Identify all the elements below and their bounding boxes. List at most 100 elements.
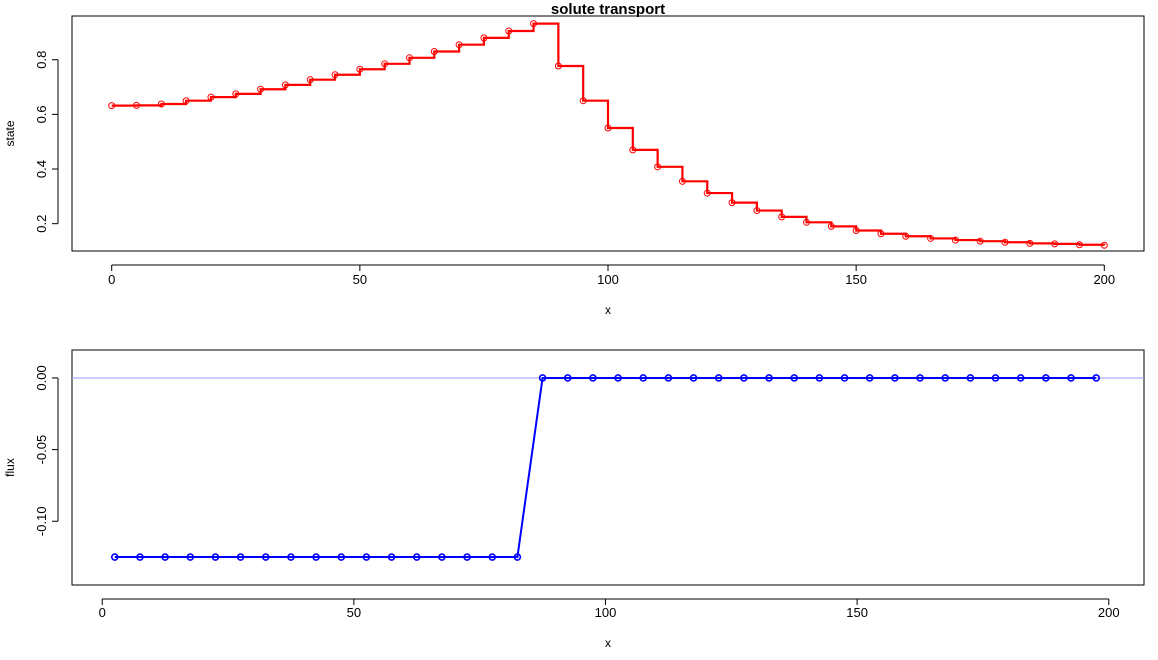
flux-point bbox=[689, 374, 698, 382]
flux-point bbox=[740, 374, 748, 382]
state-point bbox=[629, 146, 637, 154]
state-point bbox=[455, 41, 463, 49]
state-point bbox=[703, 189, 711, 197]
plot-frame bbox=[71, 15, 1145, 252]
state-point bbox=[207, 93, 215, 101]
flux-point bbox=[589, 374, 597, 382]
state-point bbox=[1075, 241, 1083, 249]
state-point bbox=[1001, 238, 1009, 246]
flux-point bbox=[261, 553, 270, 561]
state-point bbox=[778, 213, 786, 221]
x-axis-label: x bbox=[605, 636, 611, 650]
flux-point bbox=[513, 553, 522, 561]
x-tick-label: 50 bbox=[353, 272, 367, 287]
flux-point bbox=[312, 553, 320, 561]
state-point bbox=[257, 85, 265, 93]
flux-point bbox=[438, 553, 446, 561]
state-point bbox=[1026, 239, 1034, 247]
state-point bbox=[331, 71, 339, 79]
y-tick-label: 0.00 bbox=[34, 365, 49, 390]
flux-line bbox=[114, 376, 1097, 559]
flux-point bbox=[790, 374, 799, 382]
flux-point bbox=[563, 374, 572, 382]
state-point bbox=[902, 232, 910, 240]
x-tick-label: 150 bbox=[846, 605, 868, 620]
y-axis-label: state bbox=[3, 120, 17, 146]
flux-point bbox=[1042, 374, 1050, 382]
flux-point bbox=[991, 374, 1000, 382]
x-axis-label: x bbox=[605, 303, 611, 317]
state-point bbox=[232, 90, 240, 98]
state-point bbox=[927, 234, 935, 242]
flux-point bbox=[664, 374, 673, 382]
flux-point bbox=[136, 553, 144, 561]
y-tick-label: 0.4 bbox=[34, 160, 49, 178]
state-point bbox=[356, 65, 364, 73]
state-step-line bbox=[111, 22, 1106, 246]
state-point bbox=[852, 227, 860, 235]
flux-point bbox=[211, 553, 220, 561]
flux-point bbox=[639, 374, 648, 382]
x-tick-label: 200 bbox=[1098, 605, 1120, 620]
state-point bbox=[182, 97, 190, 105]
flux-point bbox=[840, 374, 849, 382]
flux-point bbox=[916, 374, 924, 382]
y-tick-label: 0.8 bbox=[34, 51, 49, 69]
state-point bbox=[430, 48, 438, 56]
flux-point bbox=[891, 374, 899, 382]
flux-point bbox=[186, 553, 195, 561]
state-point bbox=[678, 177, 686, 185]
flux-point bbox=[161, 553, 169, 561]
x-tick-label: 50 bbox=[347, 605, 361, 620]
flux-point bbox=[1092, 374, 1100, 382]
flux-point bbox=[412, 553, 421, 561]
state-point bbox=[951, 236, 959, 244]
state-point bbox=[554, 62, 562, 70]
state-point bbox=[306, 76, 314, 84]
state-point bbox=[281, 81, 289, 89]
x-tick-label: 200 bbox=[1093, 272, 1115, 287]
flux-point bbox=[815, 374, 824, 382]
flux-point bbox=[488, 553, 497, 561]
state-point bbox=[1100, 241, 1108, 249]
flux-point bbox=[614, 374, 622, 382]
flux-panel: 0 50 100 150 200 -0.10 -0.05 0.00 x flux bbox=[3, 349, 1145, 650]
flux-point bbox=[1016, 374, 1025, 382]
x-tick-label: 0 bbox=[108, 272, 115, 287]
state-point bbox=[877, 230, 885, 238]
flux-point bbox=[337, 553, 346, 561]
flux-point bbox=[463, 553, 471, 561]
state-point bbox=[753, 207, 761, 215]
state-point bbox=[976, 237, 984, 245]
y-axis-label: flux bbox=[3, 458, 17, 477]
state-point bbox=[604, 124, 612, 132]
flux-point bbox=[362, 553, 371, 561]
state-point bbox=[1051, 240, 1059, 248]
state-point bbox=[381, 60, 389, 68]
x-tick-label: 100 bbox=[597, 272, 619, 287]
flux-point bbox=[714, 374, 723, 382]
flux-point bbox=[110, 553, 119, 561]
state-point bbox=[157, 100, 165, 108]
flux-point bbox=[287, 553, 295, 561]
flux-point bbox=[538, 374, 547, 382]
flux-point bbox=[865, 374, 874, 382]
flux-point bbox=[236, 553, 245, 561]
flux-point bbox=[765, 374, 773, 382]
y-tick-label: -0.10 bbox=[34, 506, 49, 536]
state-point bbox=[133, 101, 141, 109]
state-point bbox=[530, 20, 538, 28]
y-tick-label: -0.05 bbox=[34, 435, 49, 465]
state-point bbox=[579, 97, 587, 105]
state-point bbox=[108, 102, 116, 110]
state-panel: 0 50 100 150 200 0.2 0.4 0.6 0.8 x state solute tra… bbox=[3, 1, 1145, 317]
flux-point bbox=[387, 553, 396, 561]
flux-point bbox=[1067, 374, 1075, 382]
state-point bbox=[480, 34, 488, 42]
flux-point bbox=[941, 374, 950, 382]
state-point bbox=[405, 54, 413, 62]
plot-frame bbox=[71, 349, 1145, 586]
chart-title: solute transport bbox=[551, 1, 665, 18]
state-point bbox=[827, 222, 835, 230]
state-point bbox=[505, 27, 513, 35]
